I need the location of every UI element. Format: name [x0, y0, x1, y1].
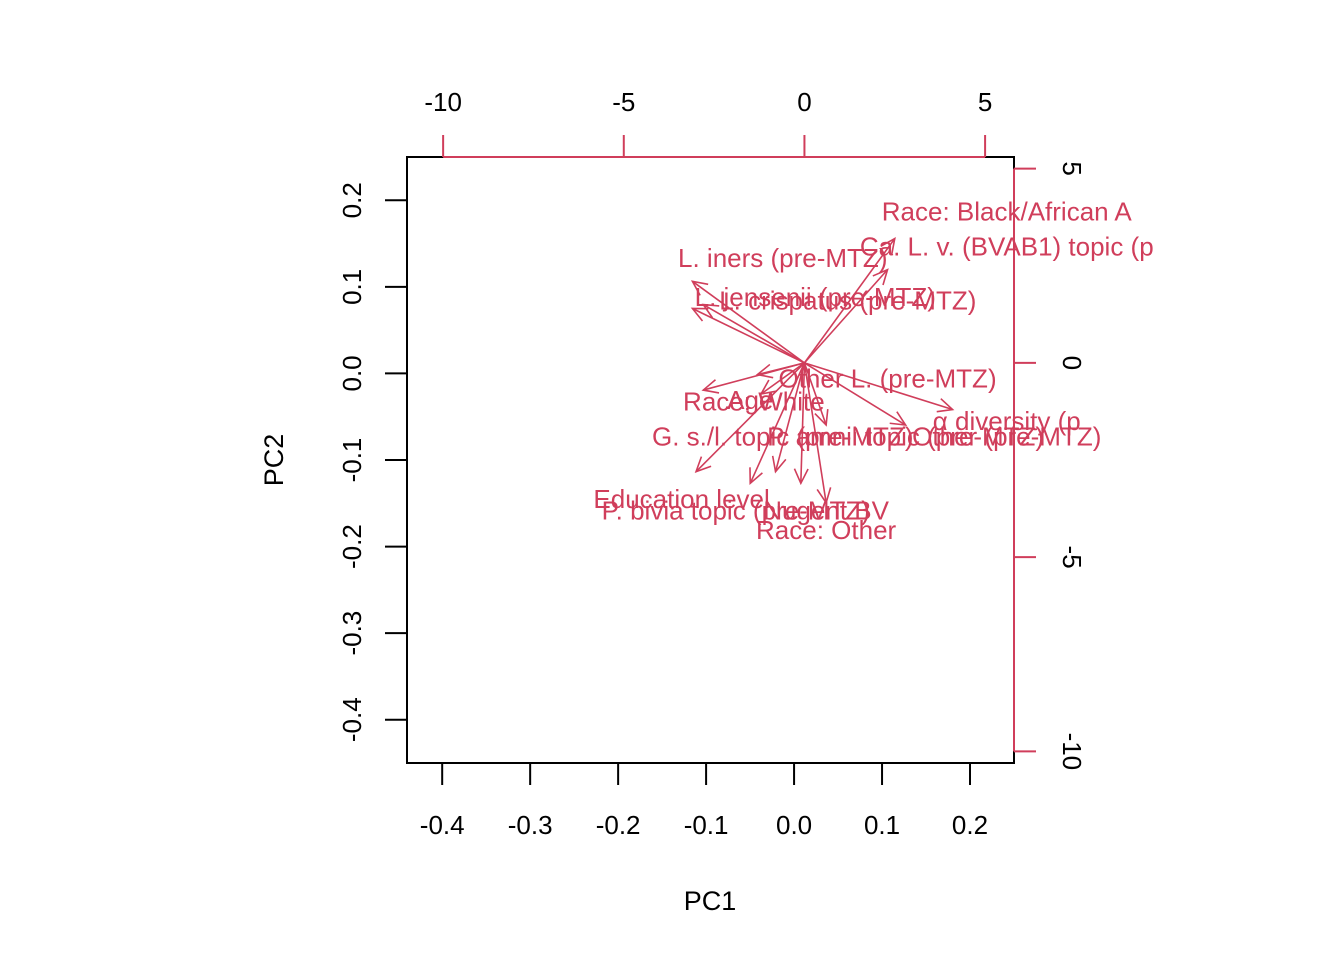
loading-vector: Race: White	[683, 362, 825, 417]
vector-arrow-head	[690, 280, 709, 296]
y-right-tick-label: 0	[1057, 356, 1087, 370]
y-axis-title: PC2	[259, 434, 289, 487]
x-top-tick-label: -10	[424, 87, 462, 117]
x-tick-label: -0.4	[420, 810, 465, 840]
x-tick-label: -0.2	[596, 810, 641, 840]
x-top-tick-label: 0	[797, 87, 811, 117]
loading-vector: Race: Other	[756, 362, 897, 545]
vector-arrow-head	[880, 237, 896, 255]
loading-vector: P. amnii topic (pre-MTZ)	[767, 362, 1044, 452]
vector-arrow-shaft	[803, 269, 889, 364]
vector-arrow-head	[701, 303, 720, 319]
x-tick-label: -0.3	[508, 810, 553, 840]
loading-vector: Education level	[593, 362, 806, 514]
y-right-tick-label: -5	[1057, 546, 1087, 569]
y-axis-left: -0.4 -0.3 -0.2 -0.1 0.0 0.1 0.2	[337, 182, 408, 742]
vector-label: P. amnii topic (pre-MTZ)	[767, 422, 1044, 452]
vector-label: Education level	[593, 484, 769, 514]
x-top-tick-label: -5	[612, 87, 635, 117]
vector-arrow-head	[816, 487, 832, 505]
vector-arrow-shaft	[804, 362, 907, 426]
vector-arrow-shaft	[695, 362, 806, 473]
vector-arrow-head	[690, 307, 709, 322]
vector-arrow-head	[793, 468, 809, 486]
y-tick-label: -0.4	[337, 697, 367, 742]
vector-arrow-shaft	[803, 238, 896, 364]
loading-vector: L. jensenii (pre-MTZ)	[695, 282, 936, 364]
vector-arrow-shaft	[760, 362, 805, 395]
x-axis-top: -10 -5 0 5	[424, 87, 992, 158]
vector-label: L. jensenii (pre-MTZ)	[695, 282, 936, 312]
x-tick-label: 0.0	[776, 810, 812, 840]
y-tick-label: 0.0	[337, 355, 367, 391]
x-tick-label: -0.1	[684, 810, 729, 840]
vector-arrow-shaft	[804, 362, 953, 411]
loading-vector: L. crispatus (pre-MTZ)	[690, 286, 976, 364]
loading-vector: L. iners (pre-MTZ)	[678, 243, 887, 364]
loading-vector: α diversity (p	[804, 362, 1081, 436]
vector-arrow-shaft	[803, 362, 827, 426]
y-tick-label: 0.2	[337, 182, 367, 218]
vector-arrow-head	[694, 456, 712, 473]
vector-arrow-head	[889, 411, 908, 427]
vector-arrow-shaft	[774, 362, 806, 472]
loading-vector: Race: Black/African A	[803, 196, 1133, 364]
vector-label: Other (pre-MTZ)	[912, 422, 1101, 452]
y-tick-label: -0.2	[337, 524, 367, 569]
vector-label: L. crispatus (pre-MTZ)	[719, 286, 976, 316]
loading-vectors: Race: Black/African A Ca. L. v. (BVAB1) t…	[593, 196, 1153, 545]
vector-label: Race: White	[683, 387, 825, 417]
vector-arrow-shaft	[703, 362, 805, 391]
loading-vector: Ca. L. v. (BVAB1) topic (p	[803, 231, 1154, 364]
y-axis-right: -10 -5 0 5	[1013, 161, 1087, 771]
vector-arrow-shaft	[692, 307, 805, 364]
y-tick-label: -0.1	[337, 438, 367, 483]
vector-arrow-shaft	[803, 362, 827, 503]
x-tick-label: 0.1	[864, 810, 900, 840]
vector-arrow-head	[701, 379, 720, 394]
vector-arrow-head	[771, 455, 787, 474]
vector-arrow-shaft	[702, 303, 805, 364]
vector-arrow-shaft	[749, 362, 806, 484]
vector-arrow-head	[759, 379, 777, 396]
x-top-tick-label: 5	[978, 87, 992, 117]
y-right-tick-label: -10	[1057, 733, 1087, 771]
vector-arrow-shaft	[691, 280, 805, 364]
vector-arrow-head	[755, 363, 774, 379]
vector-arrow-head	[872, 268, 889, 286]
y-tick-label: -0.3	[337, 611, 367, 656]
vector-arrow-shaft	[800, 362, 806, 484]
vector-arrow-head	[749, 467, 763, 486]
vector-label: Race: Other	[756, 515, 897, 545]
vector-label: α diversity (p	[933, 406, 1081, 436]
x-axis-title: PC1	[684, 886, 737, 916]
loading-vector: Other (pre-MTZ)	[804, 362, 1101, 452]
vector-label: L. iners (pre-MTZ)	[678, 243, 887, 273]
vector-label: Age	[727, 385, 773, 415]
vector-label: Ca. L. v. (BVAB1) topic (p	[860, 231, 1154, 261]
loading-vector: Age	[727, 362, 805, 415]
vector-arrow-head	[814, 409, 829, 427]
vector-label: Race: Black/African A	[882, 196, 1133, 226]
y-right-tick-label: 5	[1057, 161, 1087, 175]
x-axis-bottom: -0.4 -0.3 -0.2 -0.1 0.0 0.1 0.2	[420, 762, 988, 840]
vector-arrow-head	[936, 398, 955, 413]
x-tick-label: 0.2	[952, 810, 988, 840]
y-tick-label: 0.1	[337, 269, 367, 305]
